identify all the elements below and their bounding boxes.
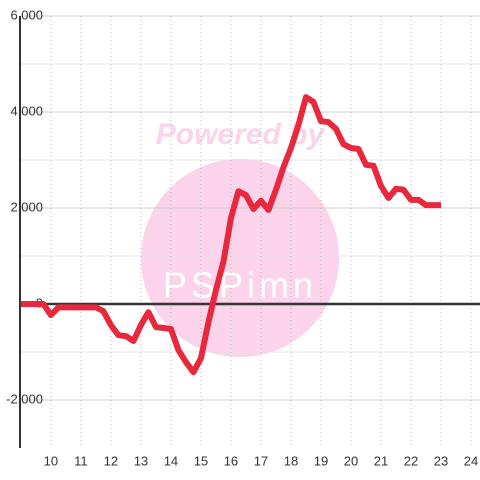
x-tick-label: 14 [164, 453, 178, 468]
x-tick-label: 21 [374, 453, 388, 468]
watermark-logo: PSPimn [163, 265, 317, 306]
x-tick-label: 16 [224, 453, 238, 468]
x-tick-label: 20 [344, 453, 358, 468]
x-tick-label: 11 [74, 453, 88, 468]
x-tick-label: 18 [284, 453, 298, 468]
x-tick-label: 12 [104, 453, 118, 468]
x-tick-label: 13 [134, 453, 148, 468]
x-tick-label: 10 [44, 453, 58, 468]
x-tick-label: 19 [314, 453, 328, 468]
y-tick-label: 2,000 [10, 199, 43, 214]
x-tick-label: 17 [254, 453, 268, 468]
x-tick-label: 22 [404, 453, 418, 468]
data-line [20, 94, 441, 376]
x-tick-label: 24 [464, 453, 478, 468]
y-tick-label: 4,000 [10, 103, 43, 118]
y-tick-label: -2,000 [6, 391, 43, 406]
y-tick-label: 6,000 [10, 7, 43, 22]
x-tick-label: 15 [194, 453, 208, 468]
x-tick-label: 23 [434, 453, 448, 468]
